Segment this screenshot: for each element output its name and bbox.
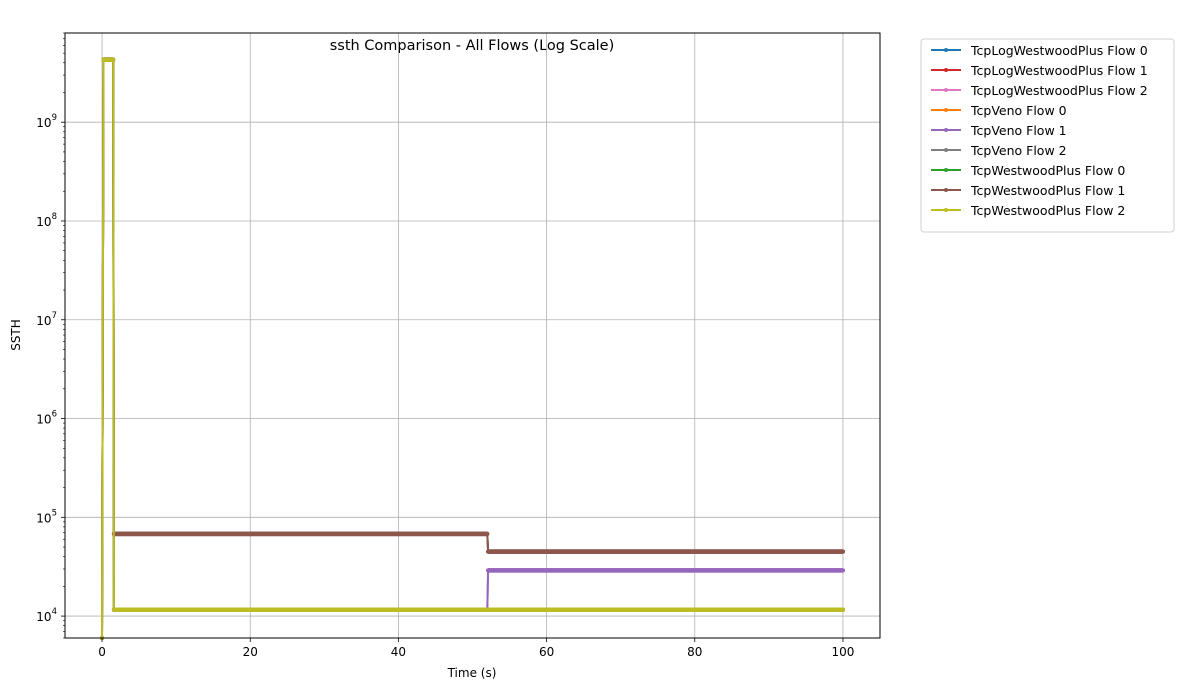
legend-label: TcpWestwoodPlus Flow 2 [970,203,1125,218]
legend-label: TcpLogWestwoodPlus Flow 0 [970,43,1148,58]
series-point [840,607,845,612]
y-axis-ticks: 104 105 106 107 108 109 [36,32,65,639]
legend-label: TcpLogWestwoodPlus Flow 1 [970,63,1148,78]
series-point [111,57,116,62]
series-point [101,57,106,62]
x-axis-label: Time (s) [447,666,497,680]
legend-swatch-marker [944,148,948,152]
legend-label: TcpLogWestwoodPlus Flow 2 [970,83,1148,98]
series-point [485,531,490,536]
legend-swatch-marker [944,128,948,132]
y-axis-label: SSTH [9,319,23,351]
legend-swatch-marker [944,108,948,112]
x-tick-label: 0 [98,645,106,659]
series-point [111,607,116,612]
y-tick-label: 105 [36,508,57,525]
legend-label: TcpVeno Flow 0 [970,103,1067,118]
x-tick-label: 60 [539,645,554,659]
y-tick-label: 108 [36,212,57,229]
x-tick-label: 40 [391,645,406,659]
y-tick-label: 109 [36,113,57,130]
x-axis-ticks: 0 20 40 60 80 100 [98,638,854,659]
grid-lines [65,33,880,638]
y-tick-label: 104 [36,607,57,624]
series-point [840,568,845,573]
legend-swatch-marker [944,88,948,92]
series-point [486,549,491,554]
legend-swatch-marker [944,188,948,192]
x-tick-label: 100 [832,645,855,659]
series-point [840,549,845,554]
legend-label: TcpVeno Flow 2 [970,143,1067,158]
x-tick-label: 80 [687,645,702,659]
plot-frame [64,32,881,639]
legend-swatch-marker [944,48,948,52]
series-point [486,568,491,573]
legend-label: TcpWestwoodPlus Flow 1 [970,183,1125,198]
legend: TcpLogWestwoodPlus Flow 0 TcpLogWestwoodP… [920,38,1175,233]
series-lines [100,57,845,640]
y-tick-label: 106 [36,410,57,427]
chart-title: ssth Comparison - All Flows (Log Scale) [330,38,615,54]
x-tick-label: 20 [243,645,258,659]
legend-swatch-marker [944,168,948,172]
legend-box [920,38,1175,233]
legend-label: TcpWestwoodPlus Flow 0 [970,163,1125,178]
legend-swatch-marker [944,68,948,72]
y-tick-label: 107 [36,311,57,328]
legend-label: TcpVeno Flow 1 [970,123,1067,138]
legend-swatch-marker [944,208,948,212]
